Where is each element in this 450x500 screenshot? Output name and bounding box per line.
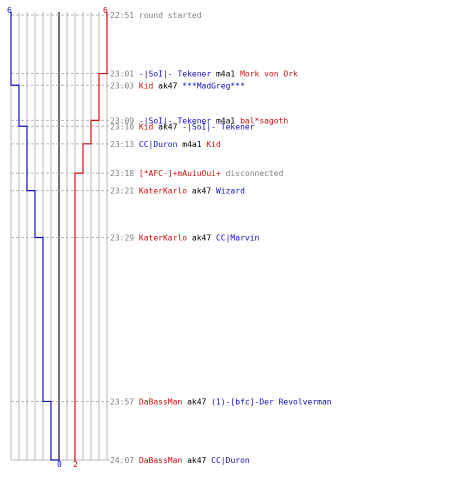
event-row: 22:51 round started bbox=[110, 11, 202, 20]
event-row: 23:03 Kid ak47 ***MadGreg*** bbox=[110, 81, 245, 90]
event-row: 23:10 Kid ak47 -|SoI|- Tekener bbox=[110, 122, 255, 131]
event-part: CC|Duron bbox=[139, 140, 178, 149]
event-part: m4a1 bbox=[177, 140, 206, 149]
event-part: round started bbox=[139, 11, 202, 20]
event-time: 22:51 bbox=[110, 11, 139, 20]
event-part: DaBassMan bbox=[139, 456, 183, 465]
grid-lines bbox=[10, 12, 110, 461]
event-row: 24:07 DaBassMan ak47 CC|Duron bbox=[110, 456, 250, 465]
event-part: bal*sagoth bbox=[240, 116, 288, 125]
event-time: 23:29 bbox=[110, 234, 139, 243]
event-log: 22:51 round started 23:01 -|SoI|- Tekener… bbox=[110, 11, 332, 465]
event-part: ak47 bbox=[187, 187, 216, 196]
event-part: -|SoI|- Tekener bbox=[139, 116, 211, 125]
event-part: ak47 bbox=[187, 234, 216, 243]
event-row: 23:21 KaterKarlo ak47 Wizard bbox=[110, 187, 245, 196]
event-part: m4a1 bbox=[211, 70, 240, 79]
event-part: -|SoI|- Tekener bbox=[139, 70, 211, 79]
event-part: Kid bbox=[206, 140, 221, 149]
event-part: Wizard bbox=[216, 187, 245, 196]
event-part: Kid bbox=[139, 122, 154, 131]
event-part: Kid bbox=[139, 81, 154, 90]
red-team-line bbox=[74, 12, 108, 462]
blue-end-label: 0 bbox=[57, 460, 62, 469]
event-part: m4a1 bbox=[211, 116, 240, 125]
event-time: 23:09 bbox=[110, 116, 139, 125]
event-part: CC|Marvin bbox=[216, 234, 260, 243]
event-time: 23:57 bbox=[110, 397, 139, 406]
event-part: KaterKarlo bbox=[139, 234, 187, 243]
blue-start-label: 6 bbox=[7, 6, 12, 15]
event-part: -|SoI|- Tekener bbox=[182, 122, 254, 131]
event-part: ak47 bbox=[182, 397, 211, 406]
event-part: Mork von Ork bbox=[240, 70, 298, 79]
event-part: CC|Duron bbox=[211, 456, 250, 465]
event-part: KaterKarlo bbox=[139, 187, 187, 196]
red-start-label: 6 bbox=[103, 6, 108, 15]
event-row: 23:01 -|SoI|- Tekener m4a1 Mork von Ork bbox=[110, 70, 298, 79]
event-part: [*AFC-]+mAuiuOui+ bbox=[139, 169, 221, 178]
event-row: 23:13 CC|Duron m4a1 Kid bbox=[110, 140, 221, 149]
event-part: disconnected bbox=[221, 169, 284, 178]
event-part: ak47 bbox=[153, 81, 182, 90]
event-time: 23:01 bbox=[110, 70, 139, 79]
event-part: ak47 bbox=[182, 456, 211, 465]
event-time: 23:13 bbox=[110, 140, 139, 149]
event-time: 23:21 bbox=[110, 187, 139, 196]
red-end-label: 2 bbox=[73, 460, 78, 469]
event-time: 24:07 bbox=[110, 456, 139, 465]
blue-team-line bbox=[10, 12, 60, 462]
event-part: ak47 bbox=[153, 122, 182, 131]
event-time: 23:03 bbox=[110, 81, 139, 90]
event-part: ***MadGreg*** bbox=[182, 81, 245, 90]
score-labels: 6 0 6 2 bbox=[7, 6, 108, 469]
event-part: DaBassMan bbox=[139, 397, 183, 406]
event-row: 23:09 -|SoI|- Tekener m4a1 bal*sagoth bbox=[110, 116, 288, 125]
event-time: 23:18 bbox=[110, 169, 139, 178]
score-lines bbox=[10, 12, 108, 462]
event-part: (1)-[bfc]-Der Revolverman bbox=[211, 397, 332, 406]
event-row: 23:18 [*AFC-]+mAuiuOui+ disconnected bbox=[110, 169, 284, 178]
event-time: 23:10 bbox=[110, 122, 139, 131]
event-row: 23:29 KaterKarlo ak47 CC|Marvin bbox=[110, 234, 260, 243]
event-row: 23:57 DaBassMan ak47 (1)-[bfc]-Der Revol… bbox=[110, 397, 332, 406]
